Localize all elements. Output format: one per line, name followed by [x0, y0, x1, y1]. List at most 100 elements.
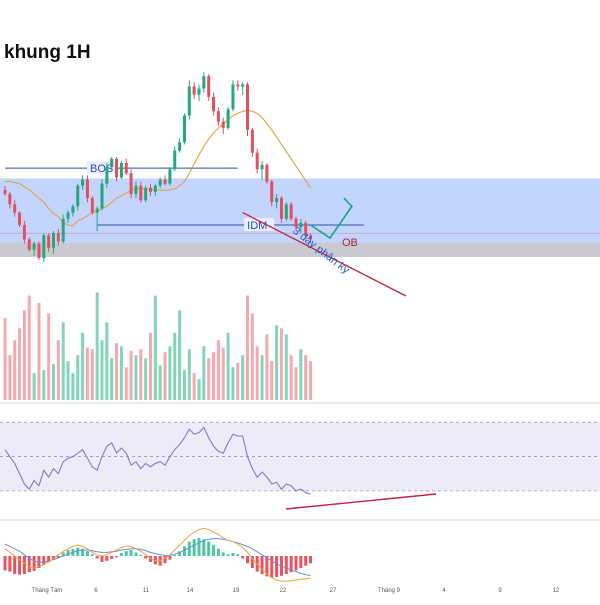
- candle-body: [163, 179, 167, 184]
- macd-histogram-bar: [119, 553, 123, 556]
- candle-body: [115, 158, 119, 178]
- candle-body: [71, 206, 75, 213]
- x-tick-label: 9: [498, 588, 502, 594]
- volume-bar: [216, 340, 220, 400]
- volume-bar: [212, 352, 216, 400]
- macd-histogram-bar: [105, 556, 109, 561]
- volume-bar: [299, 349, 303, 400]
- macd-histogram-bar: [47, 556, 51, 562]
- macd-histogram-bar: [221, 552, 225, 556]
- volume-bar: [168, 346, 172, 400]
- x-tick-label: 11: [143, 588, 150, 594]
- macd-histogram-bar: [115, 556, 119, 558]
- volume-bar: [158, 365, 162, 400]
- candle-body: [27, 239, 31, 250]
- macd-histogram-bar: [61, 552, 65, 556]
- macd-histogram-bar: [85, 551, 89, 556]
- candle-body: [158, 179, 162, 186]
- volume-bar: [236, 362, 240, 400]
- candle-body: [153, 185, 157, 192]
- candle-body: [207, 76, 211, 97]
- macd-histogram-bar: [289, 556, 293, 573]
- volume-bar: [61, 322, 65, 400]
- candle-body: [66, 212, 70, 219]
- volume-bar: [76, 355, 80, 400]
- macd-histogram-bar: [42, 556, 46, 565]
- macd-histogram-bar: [100, 556, 104, 562]
- macd-histogram-bar: [153, 556, 157, 565]
- macd-histogram-bar: [202, 539, 206, 556]
- volume-bar: [221, 347, 225, 400]
- candle-body: [299, 222, 303, 228]
- candle-body: [178, 142, 182, 151]
- macd-histogram-bar: [13, 556, 17, 574]
- candle-body: [149, 187, 152, 192]
- volume-bar: [294, 367, 298, 400]
- volume-bar: [207, 358, 211, 400]
- volume-bar: [85, 347, 89, 400]
- macd-histogram-bar: [124, 551, 128, 556]
- macd-histogram-bar: [270, 556, 274, 578]
- candle-body: [265, 165, 269, 182]
- macd-histogram-bar: [265, 556, 269, 577]
- volume-bar: [255, 346, 259, 400]
- chart-title: khung 1H: [4, 42, 91, 63]
- time-axis: Tháng Tám 6 11 14 19 22 27 Tháng 9 4 9 12: [32, 588, 560, 594]
- volume-bar: [178, 310, 182, 400]
- volume-bar: [163, 352, 167, 400]
- candle-body: [202, 76, 206, 89]
- macd-histogram-bar: [197, 538, 201, 556]
- rsi-divergence-line: [285, 493, 437, 510]
- x-tick-label: 12: [553, 588, 560, 594]
- candle-body: [13, 204, 17, 213]
- candle-body: [212, 96, 216, 112]
- candle-body: [309, 235, 313, 240]
- volume-bar: [81, 332, 85, 400]
- candle-body: [226, 109, 230, 128]
- macd-histogram-bar: [260, 556, 264, 574]
- macd-histogram-bar: [178, 551, 182, 556]
- macd-histogram-bar: [226, 554, 230, 556]
- candle-body: [221, 121, 225, 128]
- macd-histogram-bar: [110, 556, 114, 559]
- candle-body: [236, 84, 240, 87]
- volume-bar: [289, 355, 293, 400]
- x-tick-label: 27: [330, 588, 337, 594]
- volume-bar: [309, 361, 313, 400]
- macd-histogram-bar: [304, 556, 308, 566]
- candle-body: [284, 204, 288, 219]
- volume-bar: [129, 350, 133, 400]
- volume-bar: [226, 332, 230, 400]
- volume-bar: [3, 317, 7, 400]
- macd-histogram-bar: [212, 545, 216, 556]
- x-tick-label: 4: [442, 588, 446, 594]
- candle-body: [18, 212, 22, 225]
- candle-body: [90, 198, 94, 213]
- volume-bar: [279, 328, 283, 400]
- macd-histogram-bar: [144, 556, 148, 559]
- volume-bar: [250, 313, 254, 400]
- macd-histogram-bar: [18, 556, 22, 575]
- volume-bar: [139, 349, 143, 400]
- volume-bar: [265, 334, 269, 400]
- macd-histogram-bar: [168, 556, 172, 560]
- zone-supply-demand: [0, 178, 600, 243]
- candle-body: [129, 173, 133, 194]
- candle-body: [279, 198, 283, 219]
- macd-histogram-bar: [163, 556, 167, 564]
- macd-histogram-bar: [216, 548, 220, 556]
- macd-histogram-bar: [236, 554, 240, 556]
- macd-histogram-bar: [192, 539, 196, 556]
- candle-body: [139, 185, 143, 201]
- macd-histogram-bar: [309, 556, 313, 564]
- macd-line: [4, 527, 311, 582]
- macd-histogram-bar: [76, 547, 80, 556]
- candle-body: [22, 224, 26, 240]
- candle-body: [187, 86, 191, 116]
- macd-histogram-bar: [187, 541, 191, 556]
- candle-body: [275, 198, 279, 203]
- candle-body: [95, 208, 99, 213]
- macd-histogram-bar: [173, 554, 177, 556]
